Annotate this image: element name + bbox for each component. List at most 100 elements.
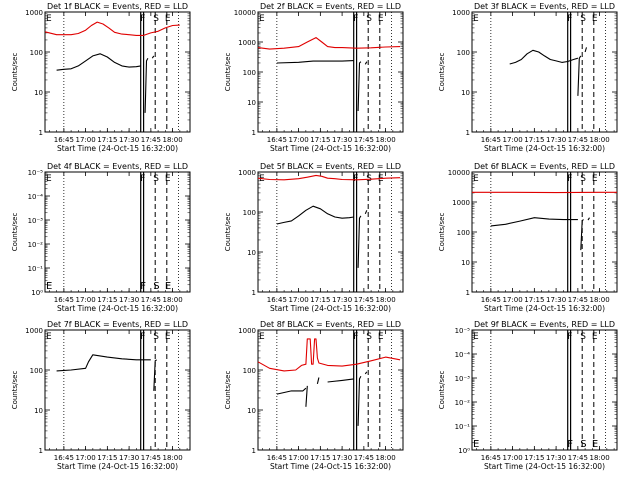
x-tick-label: 18:00 xyxy=(163,296,183,304)
marker-label-f: F xyxy=(567,14,572,24)
marker-label-e: E xyxy=(473,439,479,450)
y-tick-label: 10 xyxy=(247,249,256,257)
event-rate-line xyxy=(365,62,367,65)
marker-label-s: S xyxy=(580,439,586,450)
y-tick-label: 1 xyxy=(39,129,43,137)
y-axis-label: Counts/sec xyxy=(11,371,19,410)
marker-label-e: E xyxy=(473,14,479,24)
x-tick-label: 17:45 xyxy=(141,136,161,144)
x-tick-label: 17:30 xyxy=(546,136,566,144)
y-axis-label: Counts/sec xyxy=(438,371,446,410)
x-tick-label: 17:15 xyxy=(310,454,330,462)
x-tick-label: 18:00 xyxy=(590,296,610,304)
x-tick-label: 16:45 xyxy=(267,136,287,144)
detector-panel-1: Det 1f BLACK = Events, RED = LLD 16:45 17:… xyxy=(11,2,190,153)
marker-label-s: S xyxy=(153,332,159,342)
marker-label-f: F xyxy=(140,332,145,342)
x-tick-label: 17:15 xyxy=(524,296,544,304)
event-rate-line xyxy=(306,386,307,407)
x-axis-label: Start Time (24-Oct-15 16:32:00) xyxy=(484,304,605,313)
panel-title: Det 6f BLACK = Events, RED = LLD xyxy=(474,162,615,171)
x-tick-label: 17:30 xyxy=(332,296,352,304)
x-tick-label: 18:00 xyxy=(163,136,183,144)
x-axis-label: Start Time (24-Oct-15 16:32:00) xyxy=(270,304,391,313)
x-tick-label: 17:45 xyxy=(141,454,161,462)
y-tick-label: 1 xyxy=(466,289,470,297)
y-tick-label: 10⁰ xyxy=(31,289,43,297)
marker-label-s: S xyxy=(366,332,372,342)
y-tick-label: 10⁻⁴ xyxy=(455,351,471,359)
x-tick-label: 16:45 xyxy=(54,454,74,462)
x-tick-label: 17:45 xyxy=(354,454,374,462)
event-rate-line xyxy=(365,372,367,374)
marker-label-e: E xyxy=(259,332,265,342)
panel-title: Det 2f BLACK = Events, RED = LLD xyxy=(260,2,401,11)
marker-label-e: E xyxy=(165,332,171,342)
y-tick-label: 100 xyxy=(30,49,43,57)
x-tick-label: 17:30 xyxy=(546,296,566,304)
marker-label-e: E xyxy=(46,174,52,184)
x-tick-label: 17:30 xyxy=(119,296,139,304)
x-tick-label: 18:00 xyxy=(376,296,396,304)
event-rate-line xyxy=(277,388,306,394)
x-axis-label: Start Time (24-Oct-15 16:32:00) xyxy=(270,462,391,471)
y-tick-label: 10⁻³ xyxy=(28,217,44,225)
y-tick-label: 10⁻¹ xyxy=(455,423,471,431)
y-tick-label: 10000 xyxy=(234,9,256,17)
x-tick-label: 17:00 xyxy=(289,454,309,462)
x-tick-label: 17:15 xyxy=(97,454,117,462)
marker-label-e: E xyxy=(378,14,384,24)
marker-label-e: E xyxy=(259,14,265,24)
event-rate-line xyxy=(152,56,154,58)
y-tick-label: 10⁻³ xyxy=(455,375,471,383)
y-tick-label: 10 xyxy=(247,407,256,415)
panel-title: Det 1f BLACK = Events, RED = LLD xyxy=(47,2,188,11)
x-tick-label: 16:45 xyxy=(267,296,287,304)
marker-label-e: E xyxy=(46,332,52,342)
marker-label-f: F xyxy=(567,439,573,450)
event-rate-line xyxy=(328,379,354,382)
marker-label-f: F xyxy=(567,332,572,342)
panel-title: Det 5f BLACK = Events, RED = LLD xyxy=(260,162,401,171)
y-tick-label: 1 xyxy=(252,447,256,455)
x-tick-label: 16:45 xyxy=(54,136,74,144)
y-tick-label: 1000 xyxy=(238,169,256,177)
panel-title: Det 3f BLACK = Events, RED = LLD xyxy=(474,2,615,11)
y-tick-label: 1 xyxy=(466,129,470,137)
plot-frame xyxy=(45,172,190,292)
panel-title: Det 9f BLACK = Events, RED = LLD xyxy=(474,320,615,329)
marker-label-e: E xyxy=(592,174,598,184)
event-rate-line xyxy=(491,218,578,226)
x-tick-label: 16:45 xyxy=(267,454,287,462)
event-rate-line xyxy=(358,376,361,426)
marker-label-e: E xyxy=(46,14,52,24)
x-axis-label: Start Time (24-Oct-15 16:32:00) xyxy=(57,304,178,313)
y-tick-label: 10⁻⁴ xyxy=(28,193,44,201)
x-axis-label: Start Time (24-Oct-15 16:32:00) xyxy=(57,462,178,471)
x-tick-label: 17:00 xyxy=(76,454,96,462)
y-tick-label: 10⁻² xyxy=(28,241,44,249)
y-tick-label: 10 xyxy=(461,259,470,267)
marker-label-f: F xyxy=(140,14,145,24)
event-rate-line xyxy=(365,210,367,214)
marker-label-s: S xyxy=(366,14,372,24)
event-rate-line xyxy=(317,378,319,384)
x-tick-label: 16:45 xyxy=(54,296,74,304)
event-rate-line xyxy=(578,56,581,96)
event-rate-line xyxy=(588,218,590,220)
marker-label-s: S xyxy=(153,281,159,292)
y-tick-label: 1000 xyxy=(452,9,470,17)
marker-label-e: E xyxy=(165,281,171,292)
y-tick-label: 10 xyxy=(34,407,43,415)
x-tick-label: 17:30 xyxy=(546,454,566,462)
y-tick-label: 100 xyxy=(457,229,470,237)
x-tick-label: 17:45 xyxy=(568,296,588,304)
y-tick-label: 10 xyxy=(461,89,470,97)
marker-label-e: E xyxy=(378,332,384,342)
x-tick-label: 18:00 xyxy=(163,454,183,462)
y-axis-label: Counts/sec xyxy=(224,53,232,92)
